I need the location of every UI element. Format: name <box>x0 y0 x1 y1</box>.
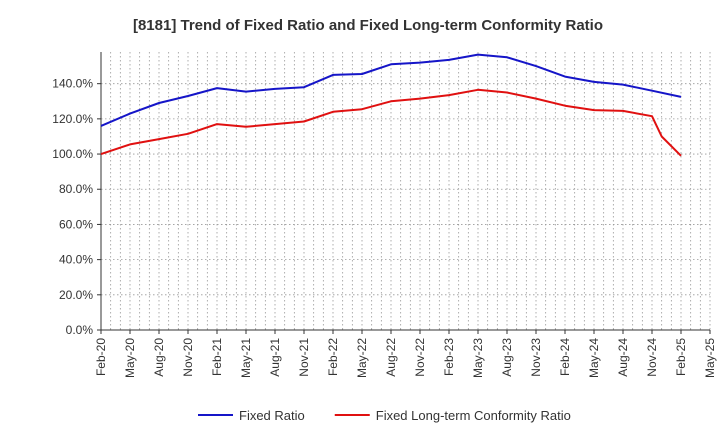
y-tick-label: 140.0% <box>52 77 93 91</box>
x-tick-label: Feb-22 <box>326 338 340 376</box>
x-tick-label: Aug-22 <box>384 338 398 377</box>
series-lines <box>100 53 682 157</box>
legend-label: Fixed Long-term Conformity Ratio <box>376 408 571 423</box>
x-tick-label: May-20 <box>123 338 137 378</box>
x-tick-label: May-23 <box>471 338 485 378</box>
axes <box>100 52 710 331</box>
y-tick-label: 80.0% <box>59 182 93 196</box>
x-tick-label: Feb-21 <box>210 338 224 376</box>
series-line <box>100 53 682 127</box>
x-tick-label: May-24 <box>587 338 601 378</box>
series-line <box>100 88 682 157</box>
grid <box>100 52 711 331</box>
plot-area <box>101 52 710 330</box>
y-tick-label: 60.0% <box>59 217 93 231</box>
legend: Fixed Ratio Fixed Long-term Conformity Ra… <box>198 408 571 423</box>
x-tick-label: Feb-23 <box>442 338 456 376</box>
y-axis-ticks: 0.0% 20.0% 40.0% 60.0% 80.0% 100.0% 120.0% 140.… <box>52 77 101 337</box>
y-tick-label: 40.0% <box>59 253 93 267</box>
y-tick-label: 20.0% <box>59 288 93 302</box>
x-tick-label: May-22 <box>355 338 369 378</box>
x-tick-label: Nov-20 <box>181 338 195 377</box>
y-tick-label: 0.0% <box>66 323 94 337</box>
x-tick-label: May-21 <box>239 338 253 378</box>
x-axis-ticks: Feb-20 May-20 Aug-20 Nov-20 Feb-21 May-21 Aug-… <box>94 330 717 378</box>
chart-title: [8181] Trend of Fixed Ratio and Fixed Lo… <box>133 17 603 34</box>
legend-label: Fixed Ratio <box>239 408 305 423</box>
x-tick-label: Aug-23 <box>500 338 514 377</box>
x-tick-label: Aug-24 <box>616 338 630 377</box>
x-tick-label: Nov-21 <box>297 338 311 377</box>
x-tick-label: Nov-23 <box>529 338 543 377</box>
x-tick-label: Aug-21 <box>268 338 282 377</box>
x-tick-label: Feb-24 <box>558 338 572 376</box>
x-tick-label: May-25 <box>703 338 717 378</box>
plot-background <box>101 52 710 330</box>
x-tick-label: Feb-20 <box>94 338 108 376</box>
y-tick-label: 100.0% <box>52 147 93 161</box>
x-tick-label: Aug-20 <box>152 338 166 377</box>
x-tick-label: Nov-24 <box>645 338 659 377</box>
x-tick-label: Nov-22 <box>413 338 427 377</box>
x-tick-label: Feb-25 <box>674 338 688 376</box>
y-tick-label: 120.0% <box>52 112 93 126</box>
